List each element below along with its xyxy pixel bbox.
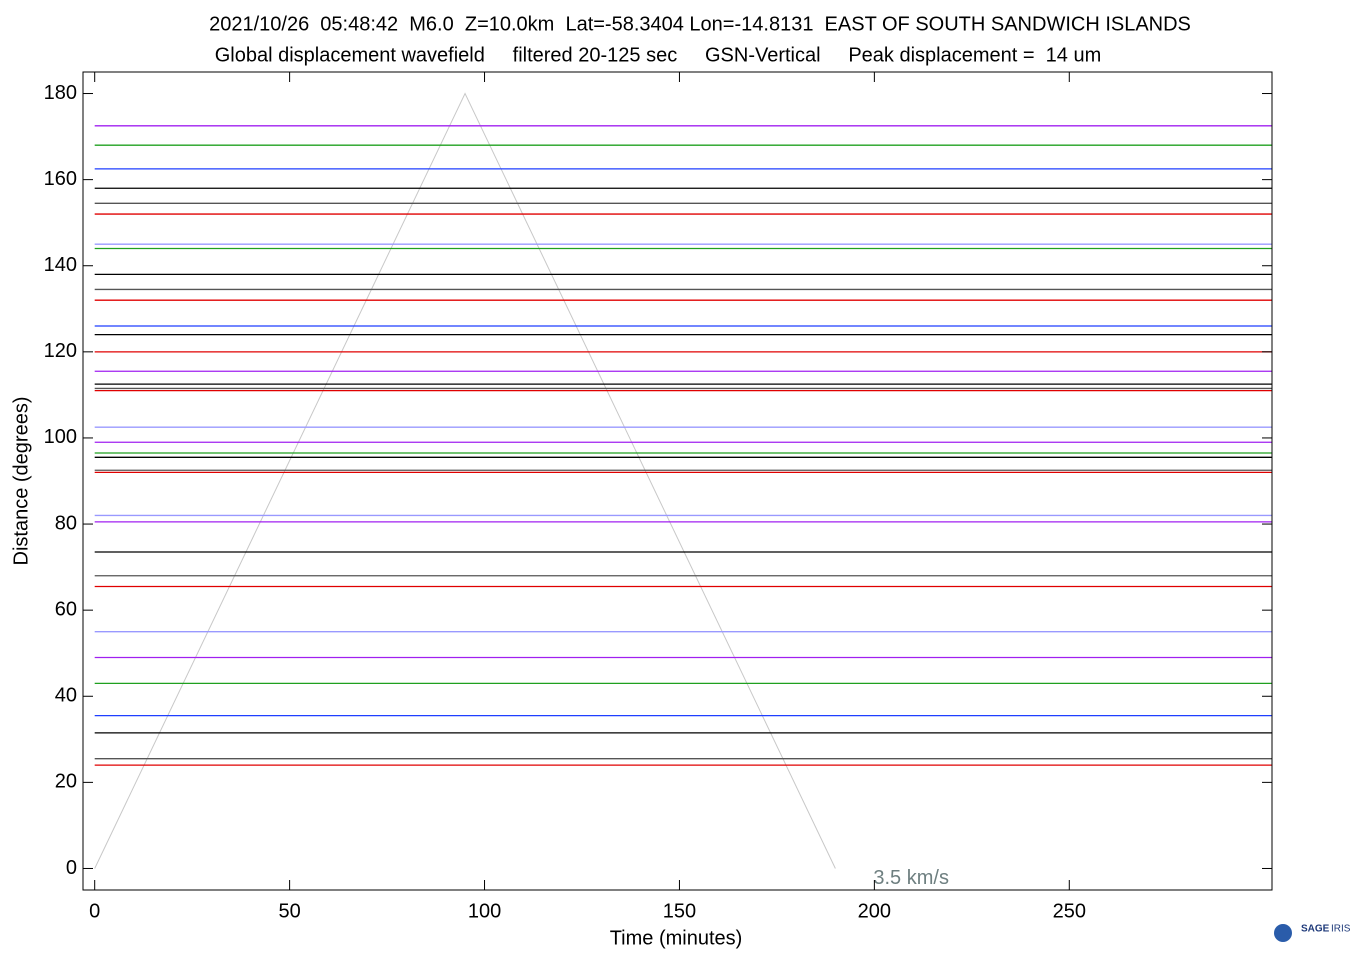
- x-tick-label: 100: [468, 900, 501, 922]
- y-tick-label: 120: [44, 340, 77, 362]
- reference-label: 3.5 km/s: [873, 867, 949, 889]
- chart-title: 2021/10/26 05:48:42 M6.0 Z=10.0km Lat=-5…: [209, 13, 1191, 35]
- y-tick-label: 140: [44, 254, 77, 276]
- reference-line: [94, 92, 836, 869]
- y-tick-label: 20: [55, 771, 77, 793]
- x-tick-label: 150: [663, 900, 696, 922]
- chart-subtitle: Global displacement wavefield filtered 2…: [215, 44, 1102, 66]
- y-tick-label: 40: [55, 685, 77, 707]
- x-tick-label: 50: [278, 900, 300, 922]
- y-tick-label: 60: [55, 598, 77, 620]
- y-tick-label: 160: [44, 168, 77, 190]
- logo-icon: [1274, 924, 1292, 942]
- y-tick-label: 0: [66, 857, 77, 879]
- logo-name: SAGE: [1301, 924, 1330, 935]
- x-axis-label: Time (minutes): [610, 927, 743, 949]
- x-tick-label: 250: [1053, 900, 1086, 922]
- y-tick-label: 100: [44, 426, 77, 448]
- y-axis-label: Distance (degrees): [10, 397, 32, 566]
- x-tick-label: 200: [858, 900, 891, 922]
- y-tick-label: 180: [44, 82, 77, 104]
- y-tick-label: 80: [55, 512, 77, 534]
- plot-frame: [82, 71, 1273, 891]
- logo-org: IRIS: [1331, 924, 1351, 935]
- x-tick-label: 0: [89, 900, 100, 922]
